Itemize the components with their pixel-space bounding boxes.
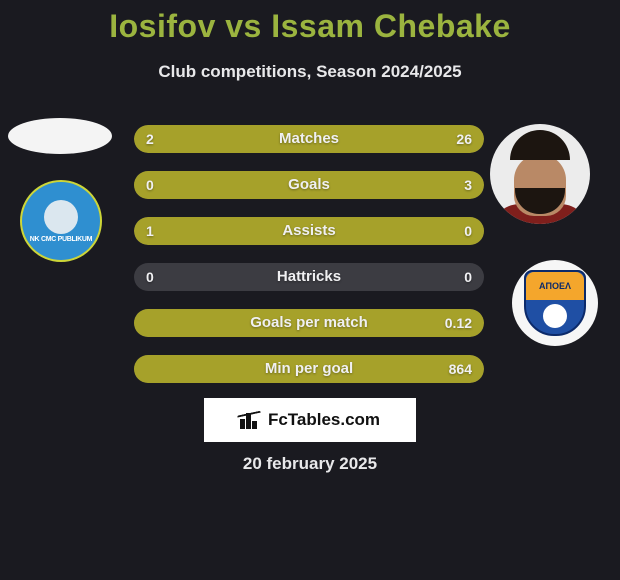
club-right-badge: AΠOEΛ — [512, 260, 598, 346]
club-right-label: AΠOEΛ — [526, 272, 584, 300]
stat-value-left: 0 — [146, 171, 154, 199]
stat-label: Hattricks — [134, 263, 484, 291]
hair-icon — [510, 130, 570, 160]
stat-value-right: 0 — [464, 263, 472, 291]
brand-text: FcTables.com — [268, 410, 380, 430]
stat-row: Hattricks0 0 — [134, 263, 484, 291]
club-left-badge: NK CMC PUBLIKUM — [20, 180, 102, 262]
stat-label: Assists — [134, 217, 484, 245]
date-label: 20 february 2025 — [0, 454, 620, 474]
stat-value-right: 864 — [449, 355, 472, 383]
stat-value-left: 2 — [146, 125, 154, 153]
football-icon — [44, 200, 78, 234]
player-left-avatar — [8, 118, 112, 154]
stat-row: Goals0 3 — [134, 171, 484, 199]
stat-row: Goals per match0.12 — [134, 309, 484, 337]
stat-value-right: 0 — [464, 217, 472, 245]
brand-chart-icon — [240, 411, 262, 429]
stat-value-left: 0 — [146, 263, 154, 291]
stat-label: Goals per match — [134, 309, 484, 337]
football-icon — [543, 304, 567, 328]
stat-row: Matches2 26 — [134, 125, 484, 153]
stat-row: Assists1 0 — [134, 217, 484, 245]
stat-value-right: 26 — [456, 125, 472, 153]
club-left-label: NK CMC PUBLIKUM — [30, 236, 92, 243]
brand-box: FcTables.com — [204, 398, 416, 442]
stat-label: Min per goal — [134, 355, 484, 383]
club-right-shield: AΠOEΛ — [524, 270, 586, 336]
stat-value-right: 3 — [464, 171, 472, 199]
page-title: Iosifov vs Issam Chebake — [0, 8, 620, 45]
stat-label: Goals — [134, 171, 484, 199]
stat-row: Min per goal864 — [134, 355, 484, 383]
stat-value-left: 1 — [146, 217, 154, 245]
page-subtitle: Club competitions, Season 2024/2025 — [0, 62, 620, 82]
stat-bars: Matches226Goals03Assists10Hattricks00Goa… — [134, 125, 484, 401]
club-left-inner: NK CMC PUBLIKUM — [22, 182, 100, 260]
stat-label: Matches — [134, 125, 484, 153]
comparison-card: Iosifov vs Issam Chebake Club competitio… — [0, 0, 620, 580]
stat-value-right: 0.12 — [445, 309, 472, 337]
player-right-avatar — [490, 124, 590, 224]
